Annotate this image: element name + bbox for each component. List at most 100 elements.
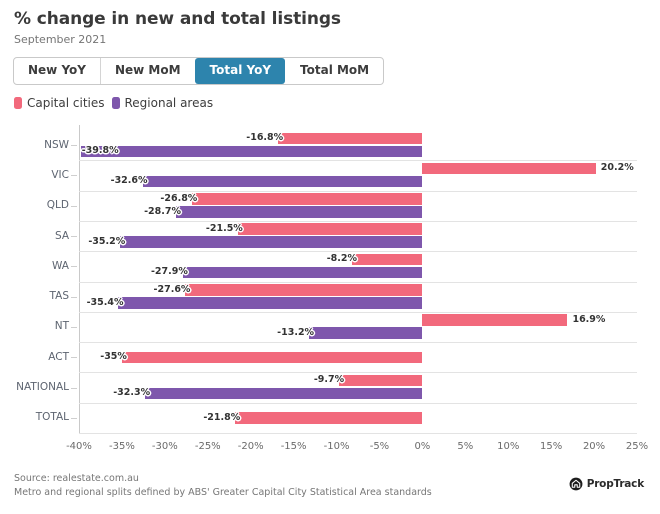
y-axis-line	[79, 125, 80, 433]
legend-label: Capital cities	[27, 96, 105, 110]
bar-value-label: -21.8%	[203, 411, 241, 423]
bar-value-label: -32.3%	[113, 387, 151, 399]
bar-capital-cities-total	[235, 412, 423, 424]
methodology-line: Metro and regional splits defined by ABS…	[14, 487, 432, 498]
bar-value-label: -32.6%	[110, 175, 148, 187]
x-tick-label: -10%	[323, 441, 350, 452]
legend-swatch-icon	[111, 97, 120, 109]
bar-capital-cities-act	[121, 351, 423, 363]
bar-regional-areas-nsw	[80, 145, 423, 157]
tab-new-yoy[interactable]: New YoY	[14, 58, 100, 84]
row-tick	[71, 326, 77, 328]
row-label-nsw: NSW	[44, 138, 69, 151]
row-separator	[79, 220, 637, 222]
row-tick	[71, 296, 77, 298]
bar-regional-areas-qld	[176, 206, 423, 218]
row-separator	[79, 342, 637, 344]
row-tick	[71, 236, 77, 238]
subtitle-date: September 2021	[14, 33, 107, 46]
x-tick-label: 20%	[582, 441, 606, 452]
x-tick-label: 10%	[497, 441, 520, 452]
row-separator	[79, 190, 637, 192]
legend: Capital cities Regional areas	[14, 96, 220, 110]
x-tick-label: -40%	[66, 441, 92, 452]
bar-value-label: -28.7%	[144, 205, 182, 217]
bar-value-label: -27.6%	[153, 283, 191, 295]
row-label-qld: QLD	[46, 199, 69, 212]
bar-capital-cities-wa	[351, 253, 423, 266]
row-label-act: ACT	[48, 350, 69, 363]
tab-bar: New YoY New MoM Total YoY Total MoM	[13, 57, 385, 85]
bar-capital-cities-sa	[237, 223, 423, 235]
bar-capital-cities-nt	[422, 314, 568, 326]
row-tick	[71, 266, 77, 268]
bar-value-label: 16.9%	[572, 313, 606, 325]
bar-capital-cities-national	[339, 374, 423, 387]
bar-value-label: -35.2%	[88, 235, 126, 247]
bar-regional-areas-wa	[182, 266, 423, 279]
bar-value-label: -21.5%	[205, 222, 243, 234]
bar-regional-areas-sa	[120, 236, 423, 248]
bar-capital-cities-tas	[185, 284, 423, 296]
row-label-national: NATIONAL	[16, 381, 69, 394]
x-tick-label: 25%	[625, 441, 649, 452]
row-tick	[71, 145, 77, 147]
row-separator	[79, 311, 637, 313]
tab-total-mom[interactable]: Total MoM	[285, 58, 383, 84]
row-label-tas: TAS	[49, 290, 69, 303]
proptrack-house-icon	[569, 477, 583, 491]
tab-total-yoy[interactable]: Total YoY	[194, 58, 286, 84]
legend-swatch-icon	[14, 97, 22, 109]
legend-item-regional-areas: Regional areas	[111, 96, 214, 110]
row-separator	[79, 160, 637, 162]
bar-capital-cities-vic	[422, 162, 596, 175]
row-separator	[79, 433, 637, 434]
bar-value-label: -9.7%	[313, 374, 345, 386]
tab-new-mom[interactable]: New MoM	[99, 58, 195, 84]
row-tick	[71, 387, 77, 389]
row-separator	[79, 372, 637, 374]
bar-regional-areas-vic	[142, 175, 423, 188]
bar-value-label: -8.2%	[326, 253, 357, 265]
proptrack-wordmark: PropTrack	[586, 478, 644, 490]
row-label-vic: VIC	[51, 168, 69, 181]
row-tick	[71, 205, 77, 207]
row-label-total: TOTAL	[35, 411, 69, 424]
page-title: % change in new and total listings	[14, 9, 341, 29]
row-label-sa: SA	[54, 229, 69, 242]
x-tick-label: -25%	[194, 441, 221, 452]
proptrack-logo: PropTrack	[569, 477, 644, 491]
footer-source: Source: realestate.com.au Metro and regi…	[14, 472, 432, 500]
row-tick	[71, 175, 77, 177]
bar-value-label: -35%	[100, 351, 127, 362]
row-label-wa: WA	[52, 259, 69, 272]
bar-regional-areas-national	[145, 387, 423, 400]
bar-capital-cities-qld	[192, 193, 423, 205]
bar-regional-areas-tas	[118, 297, 423, 309]
row-tick	[71, 417, 77, 419]
bar-value-label: -16.8%	[246, 132, 284, 143]
bar-value-label: -35.4%	[86, 296, 124, 308]
bar-value-label: -39.8%	[81, 145, 119, 156]
bar-value-label: -26.8%	[160, 192, 198, 204]
x-tick-label: -15%	[280, 441, 307, 452]
row-separator	[79, 281, 637, 283]
x-tick-label: -35%	[109, 441, 135, 452]
x-tick-label: 0%	[414, 441, 431, 452]
row-tick	[71, 357, 77, 359]
x-tick-label: -20%	[237, 441, 264, 452]
legend-item-capital-cities: Capital cities	[14, 96, 105, 110]
row-separator	[79, 251, 637, 253]
x-tick-label: -30%	[151, 441, 178, 452]
x-tick-label: 15%	[540, 441, 563, 452]
bar-value-label: -27.9%	[150, 266, 188, 278]
row-label-nt: NT	[54, 320, 69, 333]
x-tick-label: 5%	[457, 441, 474, 452]
row-separator	[79, 402, 637, 404]
legend-label: Regional areas	[124, 96, 214, 110]
x-tick-label: -5%	[369, 441, 390, 452]
bar-value-label: 20.2%	[600, 162, 634, 174]
bar-value-label: -13.2%	[277, 326, 315, 338]
bar-regional-areas-nt	[309, 327, 423, 339]
